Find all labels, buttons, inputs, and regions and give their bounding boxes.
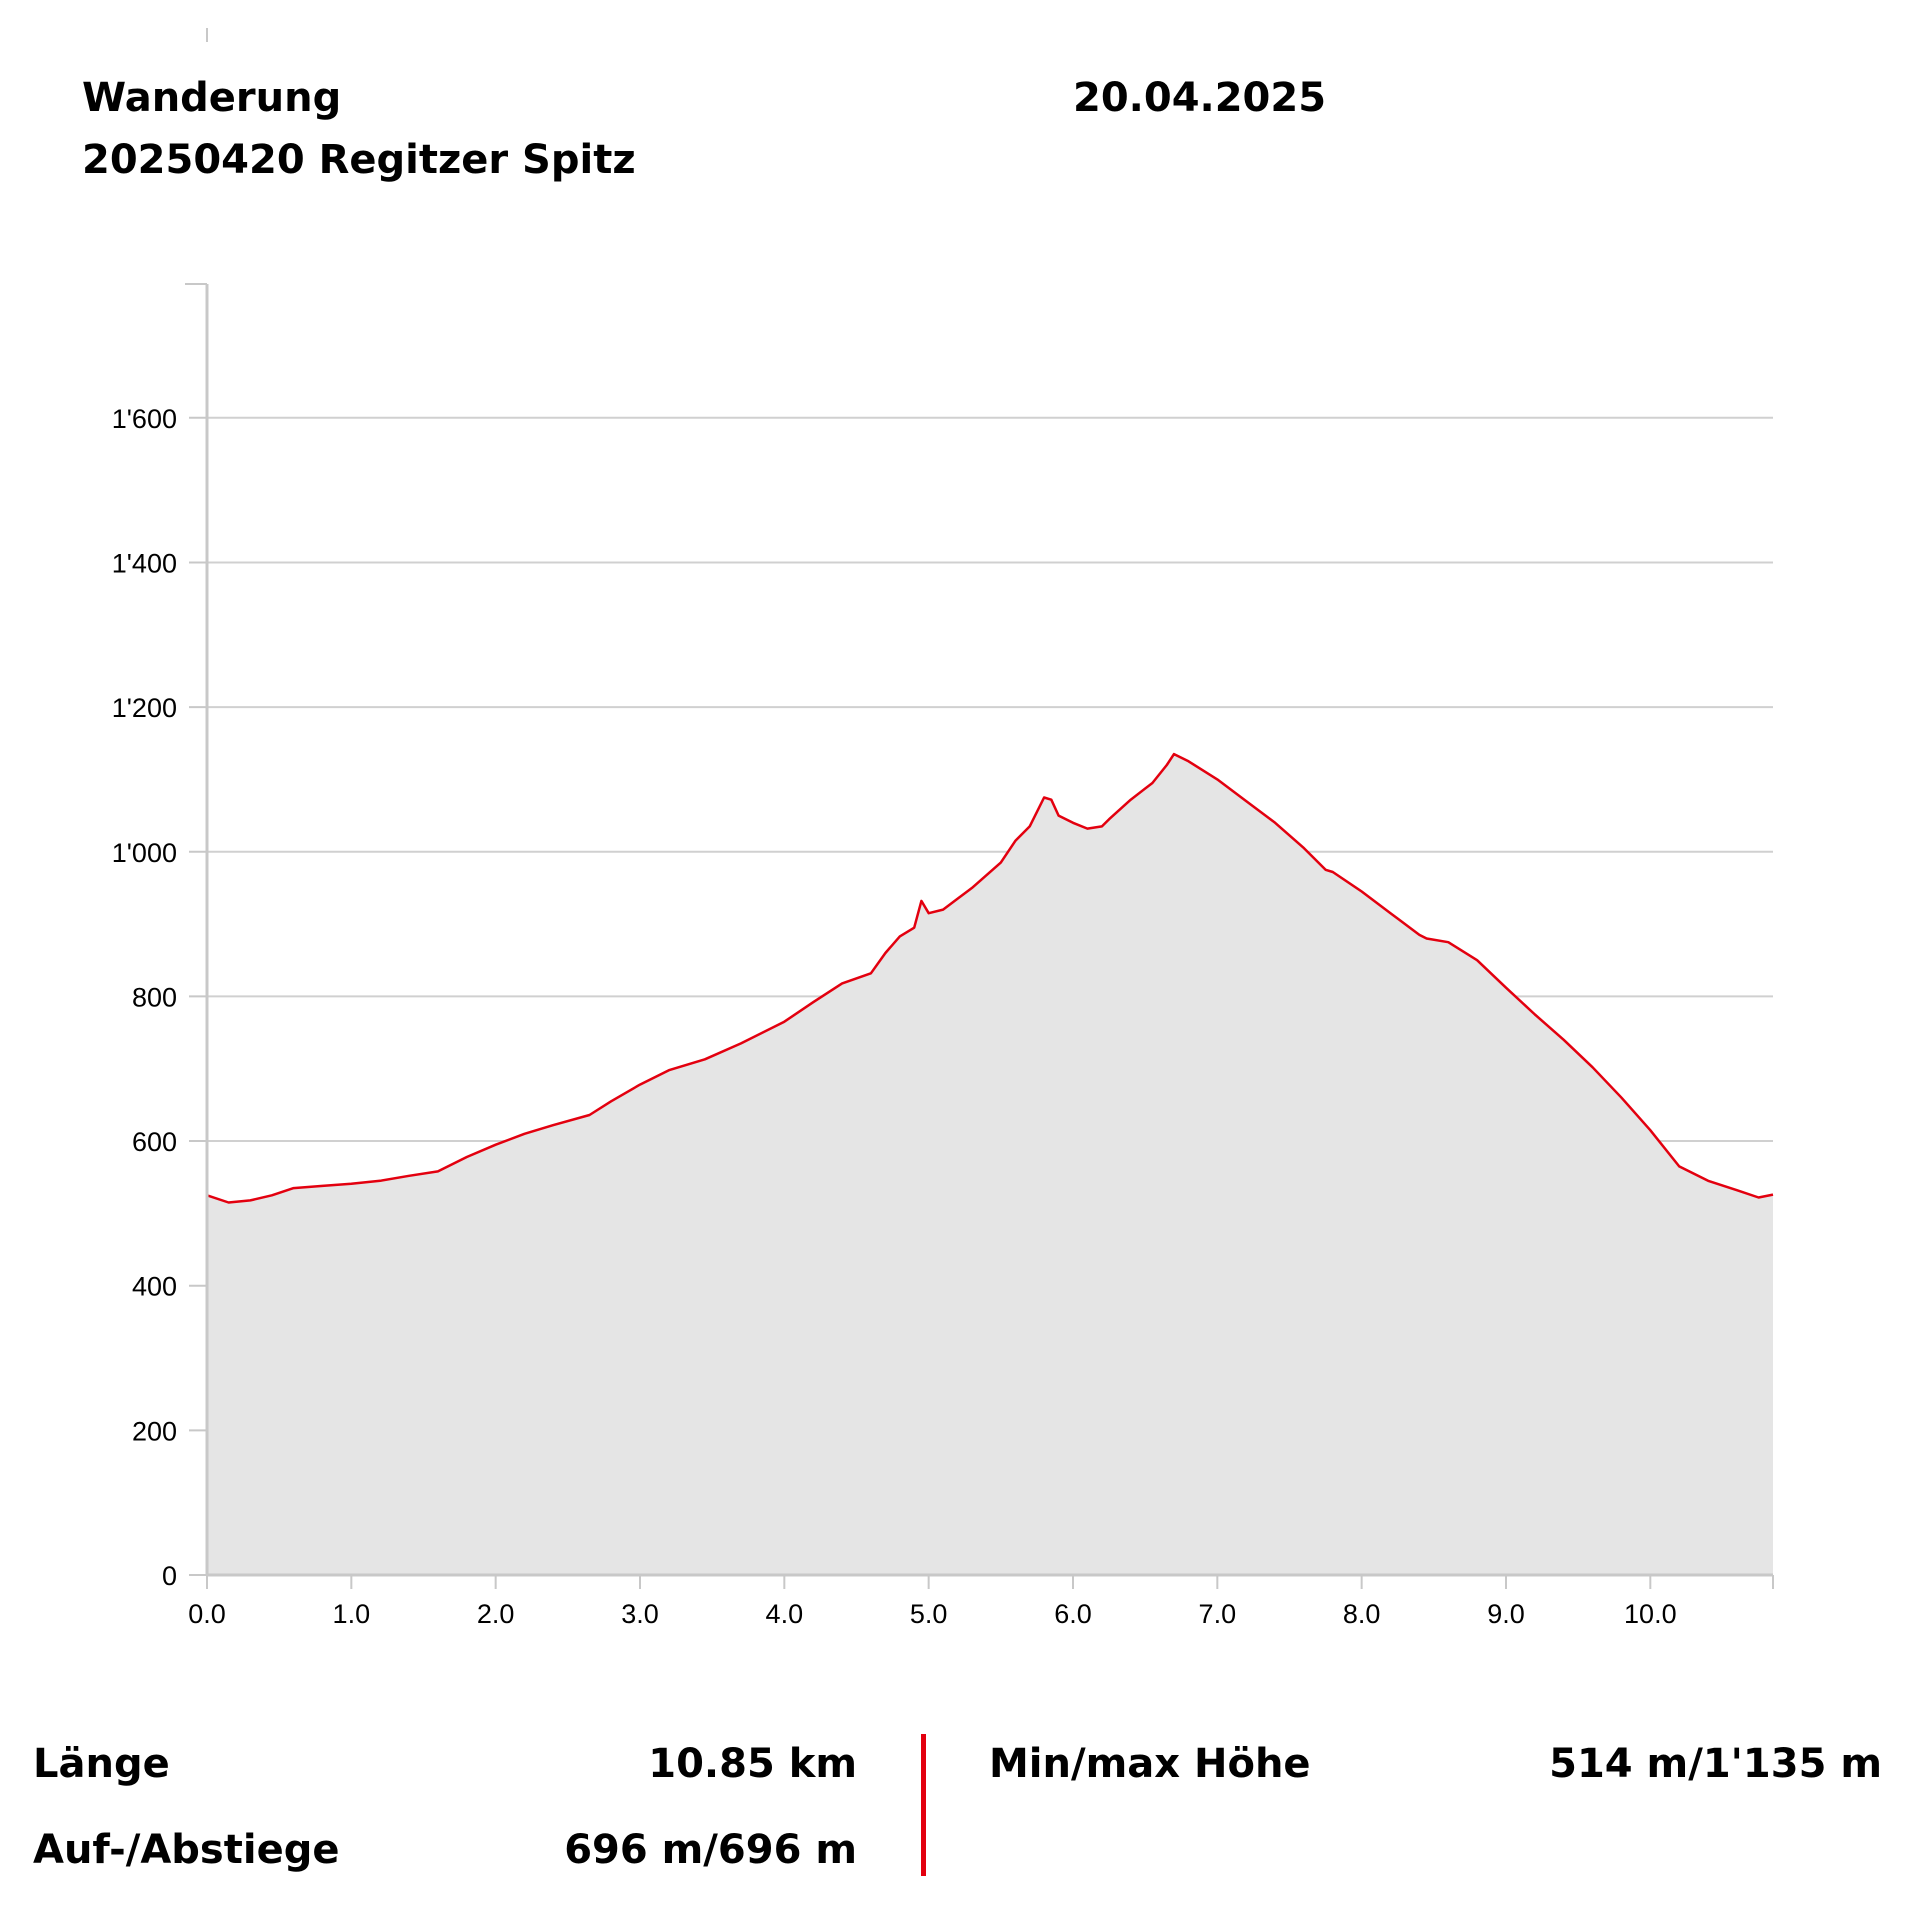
x-tick-label: 8.0 [1343,1599,1381,1629]
y-tick-label: 1'600 [112,404,177,434]
y-tick-label: 0 [162,1561,177,1591]
stats-divider [921,1734,926,1876]
y-tick-label: 600 [132,1127,177,1157]
y-axis-ticks: 0 200 400 600 800 1'000 1'200 1'400 1'600 [112,404,207,1591]
x-tick-label: 0.0 [188,1599,226,1629]
x-tick-label: 9.0 [1487,1599,1525,1629]
ascent-descent-value: 696 m/696 m [564,1827,857,1873]
chart-axes [185,28,1773,1577]
y-tick-label: 1'200 [112,693,177,723]
y-tick-label: 200 [132,1416,177,1446]
x-tick-label: 1.0 [333,1599,371,1629]
min-max-altitude-label: Min/max Höhe [989,1741,1311,1787]
x-tick-label: 3.0 [621,1599,659,1629]
activity-type: Wanderung [82,75,342,121]
length-label: Länge [33,1741,170,1787]
y-tick-label: 1'400 [112,548,177,578]
y-tick-label: 1'000 [112,838,177,868]
x-tick-label: 10.0 [1624,1599,1677,1629]
elevation-area-fill [207,754,1773,1575]
y-tick-label: 400 [132,1272,177,1302]
elevation-profile-chart: 0 200 400 600 800 1'000 1'200 1'400 1'600 0.0 1.0… [112,28,1774,1629]
route-name: 20250420 Regitzer Spitz [82,137,636,183]
x-tick-label: 6.0 [1054,1599,1092,1629]
x-tick-label: 2.0 [477,1599,515,1629]
length-value: 10.85 km [648,1741,857,1787]
x-tick-label: 7.0 [1199,1599,1237,1629]
ascent-descent-label: Auf-/Abstiege [33,1827,340,1873]
tour-date: 20.04.2025 [1073,75,1327,121]
x-tick-label: 5.0 [910,1599,948,1629]
min-max-altitude-value: 514 m/1'135 m [1549,1741,1882,1787]
x-axis-ticks: 0.0 1.0 2.0 3.0 4.0 5.0 6.0 7.0 8.0 9.0 10.0 [188,1575,1774,1629]
x-tick-label: 4.0 [766,1599,804,1629]
elevation-profile-line [206,752,1774,1204]
y-tick-label: 800 [132,982,177,1012]
